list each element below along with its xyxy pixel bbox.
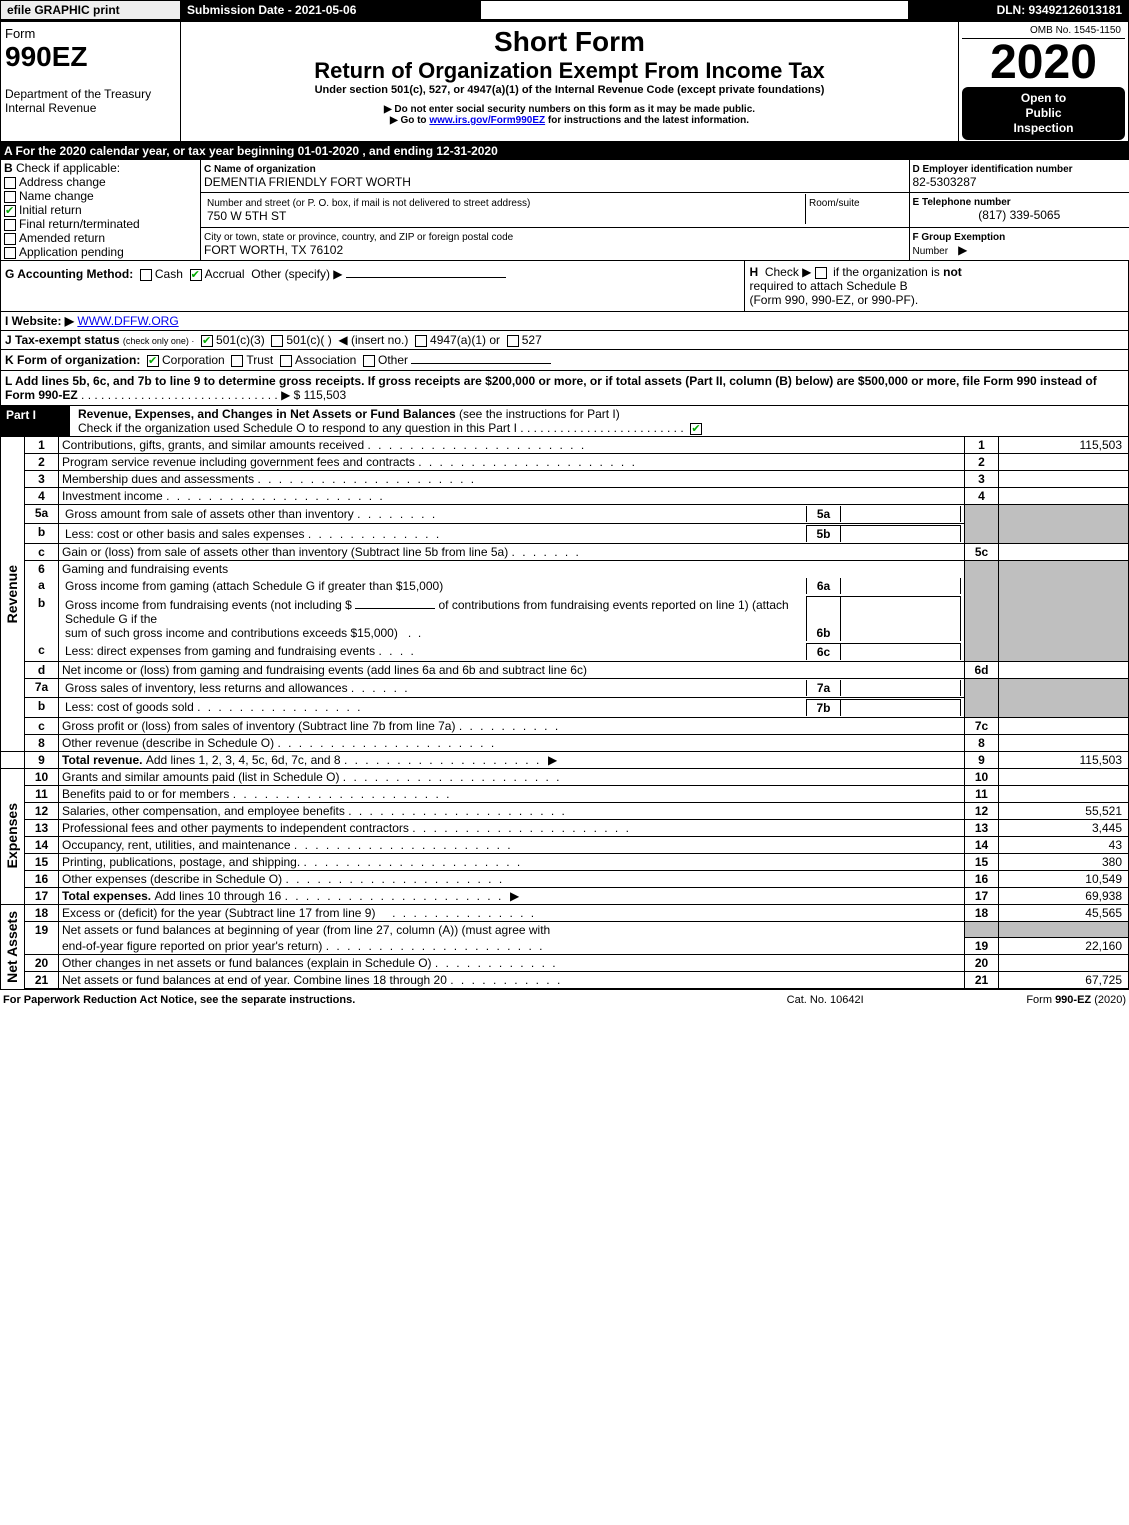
no-ssn-note: ▶ Do not enter social security numbers o… (185, 104, 954, 115)
e-phone-label: E Telephone number (913, 197, 1011, 208)
phone-value: (817) 339-5065 (913, 208, 1127, 222)
gh-block: G Accounting Method: Cash Accrual Other … (0, 261, 1129, 311)
city-value: FORT WORTH, TX 76102 (204, 243, 343, 257)
checkbox-other-org[interactable] (363, 355, 375, 367)
line-15-amount: 380 (999, 853, 1129, 870)
dln-label: DLN: 93492126013181 (909, 1, 1129, 21)
line-5b-box (841, 526, 961, 543)
checkbox-501c[interactable] (271, 335, 283, 347)
catalog-number: Cat. No. 10642I (739, 990, 910, 1007)
checkbox-4947a1[interactable] (415, 335, 427, 347)
irs-label: Internal Revenue (5, 101, 96, 115)
checkbox-cash[interactable] (140, 269, 152, 281)
checkbox-527[interactable] (507, 335, 519, 347)
expenses-side-label: Expenses (4, 799, 20, 872)
form-header: Form 990EZ Department of the Treasury In… (0, 21, 1129, 142)
gross-receipts-amount: $ 115,503 (294, 388, 347, 402)
checkbox-501c3[interactable] (201, 335, 213, 347)
line-16-amount: 10,549 (999, 870, 1129, 887)
line-7b-box (841, 699, 961, 716)
go-to-note: ▶ Go to www.irs.gov/Form990EZ for instru… (185, 115, 954, 126)
irs-form-link[interactable]: www.irs.gov/Form990EZ (429, 115, 545, 126)
line-6b-amount-input[interactable] (355, 608, 435, 609)
d-ein-label: D Employer identification number (913, 164, 1073, 175)
checkbox-h-not-required[interactable] (815, 267, 827, 279)
checkbox-part-i-schedule-o[interactable] (690, 423, 702, 435)
checkbox-address-change[interactable] (4, 177, 16, 189)
line-17-amount: 69,938 (999, 887, 1129, 904)
line-19-amount: 22,160 (999, 938, 1129, 955)
street-value: 750 W 5TH ST (207, 209, 286, 223)
checkbox-corporation[interactable] (147, 355, 159, 367)
other-method-input[interactable] (346, 277, 506, 278)
checkbox-accrual[interactable] (190, 269, 202, 281)
bcdef-block: B Check if applicable: Address change Na… (0, 160, 1129, 261)
org-name: DEMENTIA FRIENDLY FORT WORTH (204, 175, 411, 189)
checkbox-amended-return[interactable] (4, 233, 16, 245)
line-6a-box (841, 578, 961, 594)
section-b: B Check if applicable: Address change Na… (1, 160, 201, 261)
efile-print-label[interactable]: efile GRAPHIC print (1, 1, 181, 21)
revenue-side-label: Revenue (4, 561, 20, 627)
line-21-amount: 67,725 (999, 972, 1129, 990)
line-14-amount: 43 (999, 836, 1129, 853)
checkbox-name-change[interactable] (4, 191, 16, 203)
net-assets-side-label: Net Assets (4, 907, 20, 987)
other-org-input[interactable] (411, 363, 551, 364)
line-j: J Tax-exempt status (check only one) · 5… (0, 330, 1129, 350)
checkbox-final-return[interactable] (4, 219, 16, 231)
city-label: City or town, state or province, country… (204, 232, 513, 243)
short-form-title: Short Form (185, 26, 954, 58)
section-note: Under section 501(c), 527, or 4947(a)(1)… (185, 84, 954, 96)
checkbox-trust[interactable] (231, 355, 243, 367)
page-footer: For Paperwork Reduction Act Notice, see … (0, 990, 1129, 1007)
form-word: Form (5, 26, 35, 41)
line-5a-box (841, 506, 961, 522)
dept-treasury: Department of the Treasury (5, 87, 151, 101)
checkbox-initial-return[interactable] (4, 205, 16, 217)
checkbox-association[interactable] (280, 355, 292, 367)
f-group-exemption-label: F Group Exemption (913, 232, 1006, 243)
return-title: Return of Organization Exempt From Incom… (185, 58, 954, 84)
line-7a-box (841, 680, 961, 696)
line-18-amount: 45,565 (999, 904, 1129, 921)
line-a-calendar-year: A For the 2020 calendar year, or tax yea… (0, 142, 1129, 160)
open-to-public-badge: Open to Public Inspection (962, 87, 1125, 140)
line-k: K Form of organization: Corporation Trus… (0, 350, 1129, 371)
submission-date-label: Submission Date - 2021-05-06 (181, 1, 481, 21)
ein-value: 82-5303287 (913, 175, 977, 189)
room-suite-label: Room/suite (809, 198, 860, 209)
website-link[interactable]: WWW.DFFW.ORG (77, 314, 178, 328)
line-9-amount: 115,503 (999, 751, 1129, 768)
line-6b-box (841, 597, 961, 641)
part-i-table: Revenue 1 Contributions, gifts, grants, … (0, 436, 1129, 990)
line-l: L Add lines 5b, 6c, and 7b to line 9 to … (0, 371, 1129, 406)
street-label: Number and street (or P. O. box, if mail… (207, 198, 530, 209)
line-13-amount: 3,445 (999, 819, 1129, 836)
g-label: G Accounting Method: (5, 267, 133, 281)
paperwork-reduction-notice: For Paperwork Reduction Act Notice, see … (0, 990, 739, 1007)
top-bar: efile GRAPHIC print Submission Date - 20… (0, 0, 1129, 21)
line-i: I Website: ▶ WWW.DFFW.ORG (0, 311, 1129, 330)
line-12-amount: 55,521 (999, 802, 1129, 819)
line-6c-box (841, 643, 961, 660)
part-i-header: Part I Revenue, Expenses, and Changes in… (0, 406, 1129, 436)
line-1-amount: 115,503 (999, 437, 1129, 454)
checkbox-application-pending[interactable] (4, 247, 16, 259)
form-number: 990EZ (5, 41, 88, 72)
c-name-label: C Name of organization (204, 164, 316, 175)
tax-year: 2020 (962, 39, 1125, 87)
